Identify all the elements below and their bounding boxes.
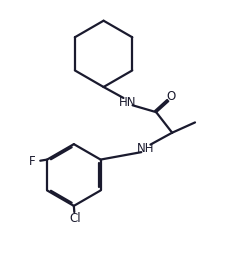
Text: HN: HN <box>118 97 136 109</box>
Text: F: F <box>29 155 35 168</box>
Text: O: O <box>166 90 175 103</box>
Text: NH: NH <box>136 142 154 155</box>
Text: Cl: Cl <box>69 212 80 225</box>
